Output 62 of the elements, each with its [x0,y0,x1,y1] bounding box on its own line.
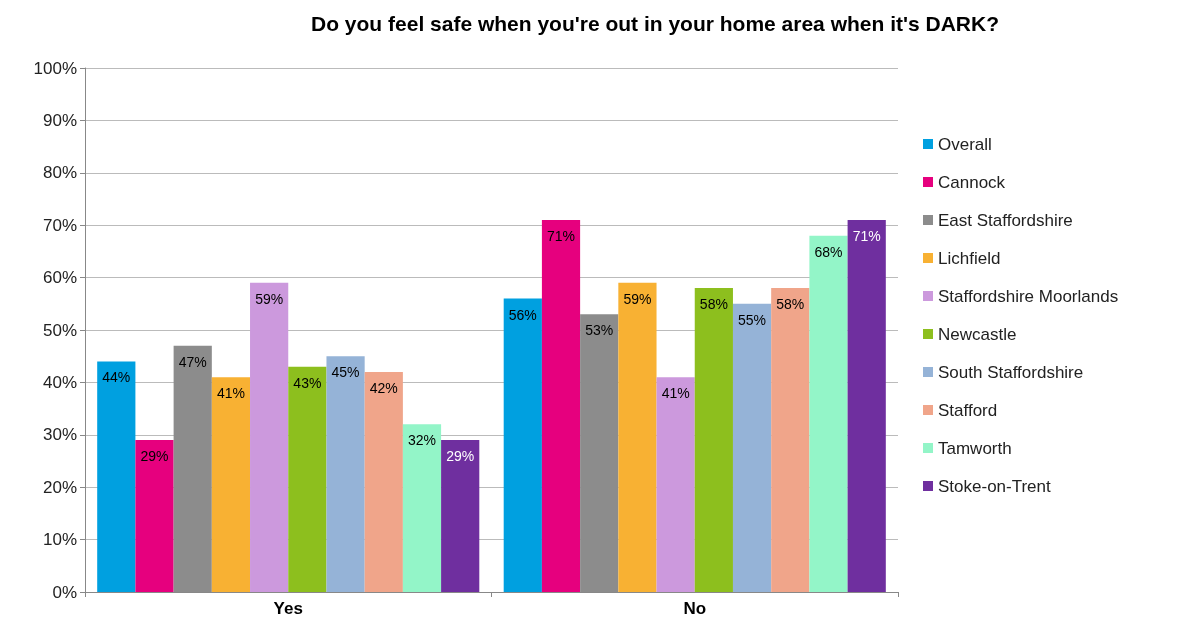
bar [694,288,733,592]
data-label: 55% [738,311,767,328]
bar [211,377,251,592]
data-label: 59% [255,290,284,307]
bar [250,282,289,592]
x-tick-label: No [683,599,707,618]
legend-label: Cannock [938,172,1006,192]
data-label: 45% [331,364,360,381]
legend-label: Staffordshire Moorlands [938,286,1119,306]
y-tick-label: 0% [52,582,77,602]
data-label: 47% [178,353,207,370]
y-tick-label: 60% [42,268,77,288]
y-tick-label: 50% [42,320,77,340]
legend-label: Stoke-on-Trent [938,476,1052,496]
bar [847,219,886,592]
y-tick-label: 70% [42,215,77,235]
legend-label: Lichfield [938,248,1001,268]
bar [656,377,695,592]
legend-label: Stafford [938,400,998,420]
bar [364,371,403,592]
data-label: 42% [369,379,398,396]
data-label: 58% [699,296,728,313]
y-tick-label: 30% [42,425,77,445]
bar [288,366,327,592]
data-label: 58% [776,296,805,313]
y-tick-label: 100% [33,58,77,78]
data-label: 32% [407,432,436,449]
legend-label: Newcastle [938,324,1017,344]
bar [326,356,365,592]
data-label: 41% [661,385,690,402]
chart-title: Do you feel safe when you're out in your home area when it's DARK? [311,12,999,35]
y-tick-label: 80% [42,163,77,183]
y-tick-label: 20% [42,477,77,497]
legend-label: East Staffordshire [938,210,1073,230]
data-label: 59% [623,290,652,307]
legend-label: Tamworth [938,438,1012,458]
y-tick-label: 10% [42,530,77,550]
bar [771,288,810,592]
data-label: 41% [216,385,245,402]
bar [97,361,136,592]
legend-label: Overall [938,134,992,154]
bar [441,440,480,592]
y-tick-label: 40% [42,372,77,392]
bar [135,440,174,592]
data-label: 43% [293,374,322,391]
data-label: 29% [140,448,169,465]
x-tick-label: Yes [273,599,303,618]
data-label: 71% [852,227,881,244]
data-label: 68% [814,243,843,260]
bar [541,219,581,592]
bar [809,235,848,592]
data-label: 29% [446,448,475,465]
bar [503,298,542,592]
y-tick-label: 90% [42,110,77,130]
legend-label: South Staffordshire [938,362,1084,382]
data-label: 71% [547,227,576,244]
bar [618,282,657,592]
data-label: 56% [508,306,537,323]
data-label: 44% [102,369,131,386]
data-label: 53% [585,322,614,339]
bar [402,424,442,592]
bar [732,303,772,592]
